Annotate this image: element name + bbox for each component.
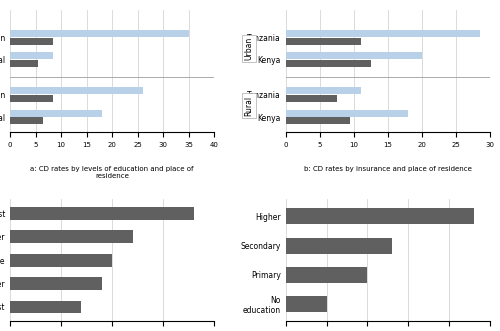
Bar <box>286 296 327 311</box>
Bar <box>286 53 422 59</box>
Bar <box>10 118 43 124</box>
Bar <box>10 60 38 67</box>
Bar <box>10 38 54 45</box>
Bar <box>10 95 54 102</box>
Text: Urban: Urban <box>244 37 254 60</box>
Bar <box>10 254 112 266</box>
Bar <box>286 110 408 117</box>
Bar <box>286 238 392 254</box>
Bar <box>10 277 102 290</box>
Bar <box>10 53 54 59</box>
Bar <box>10 230 132 243</box>
Bar <box>286 266 368 283</box>
Bar <box>286 38 360 45</box>
Bar <box>286 95 337 102</box>
Bar <box>10 87 143 94</box>
Bar <box>10 301 82 313</box>
Bar <box>10 207 194 219</box>
Bar <box>286 30 480 37</box>
Bar <box>286 118 350 124</box>
X-axis label: b: CD rates by insurance and place of residence: b: CD rates by insurance and place of re… <box>304 166 472 172</box>
Bar <box>286 60 371 67</box>
Bar <box>286 87 360 94</box>
Bar <box>10 30 188 37</box>
Text: Rural: Rural <box>244 96 254 116</box>
Bar <box>286 209 474 224</box>
Bar <box>10 110 102 117</box>
X-axis label: a: CD rates by levels of education and place of
residence: a: CD rates by levels of education and p… <box>30 166 194 179</box>
